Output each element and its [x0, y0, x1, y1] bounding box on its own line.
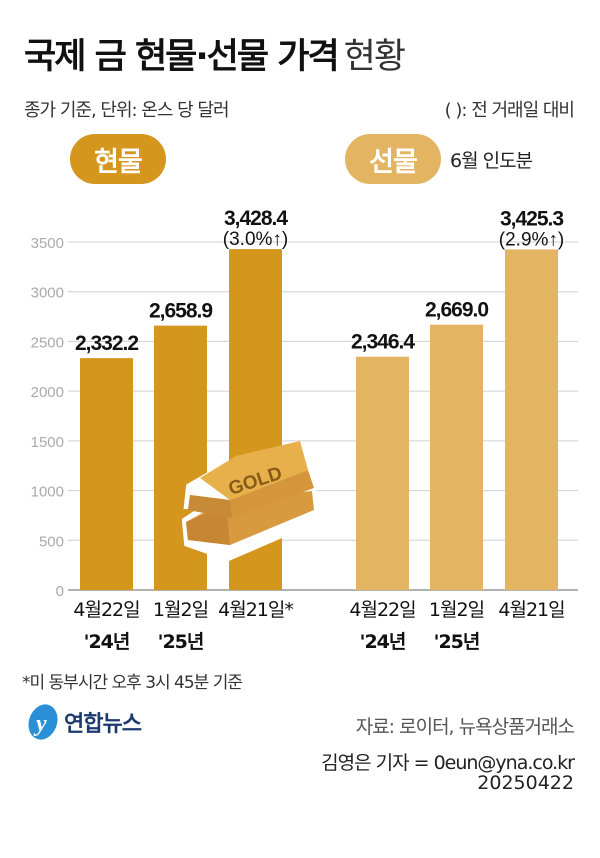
bar	[356, 356, 409, 590]
y-tick-label: 2500	[31, 334, 64, 351]
x-tick-year: '24년	[84, 631, 130, 653]
y-tick-label: 500	[39, 533, 64, 550]
yonhap-logo: y 연합뉴스	[26, 702, 142, 742]
title-light: 현황	[343, 37, 406, 77]
x-tick-year: '25년	[158, 631, 204, 653]
data-label: 3,428.4	[224, 207, 288, 230]
x-tick-label: 1월2일	[429, 599, 484, 621]
y-tick-label: 1500	[31, 434, 64, 451]
date: 20250422	[477, 772, 574, 794]
x-tick-label: 1월2일	[153, 599, 208, 621]
y-tick-label: 1000	[31, 484, 64, 501]
futures-group-label: 선물	[345, 134, 441, 184]
y-tick-label: 3000	[31, 285, 64, 302]
x-tick-year: '24년	[360, 631, 406, 653]
bar	[80, 358, 133, 590]
bar	[430, 324, 483, 590]
change-label: (3.0%↑)	[223, 229, 288, 250]
logo-text: 연합뉴스	[64, 712, 142, 737]
y-tick-label: 0	[56, 583, 64, 600]
credit: 김영은 기자 = 0eun@yna.co.kr	[321, 752, 575, 774]
subtitle: 종가 기준, 단위: 온스 당 달러	[24, 100, 230, 121]
y-tick-label: 2000	[31, 384, 64, 401]
x-tick-label: 4월22일	[349, 599, 415, 621]
data-label: 3,425.3	[500, 207, 563, 230]
spot-group-label: 현물	[70, 134, 166, 184]
svg-text:y: y	[33, 711, 47, 737]
change-label: (2.9%↑)	[499, 229, 564, 250]
source: 자료: 로이터, 뉴욕상품거래소	[355, 716, 575, 738]
title-bold: 국제 금 현물·선물 가격	[24, 37, 340, 77]
data-label: 2,332.2	[75, 332, 138, 355]
y-tick-label: 3500	[31, 235, 64, 252]
x-tick-year: '25년	[434, 631, 480, 653]
bar-chart: 0 500 1000 1500 2000 2500 3000 3500 2,332.2 4월22일…	[31, 207, 578, 653]
x-tick-label: 4월21일	[498, 599, 564, 621]
data-label: 2,658.9	[149, 300, 212, 323]
page-title: 국제 금 현물·선물 가격 현황	[24, 28, 406, 79]
x-tick-label: 4월21일*	[218, 599, 293, 621]
gold-bar-illustration	[181, 441, 319, 562]
data-label: 2,346.4	[351, 331, 415, 354]
data-label: 2,669.0	[425, 299, 488, 322]
bar	[505, 249, 558, 590]
futures-note: 6월 인도분	[450, 150, 533, 172]
paren-note: ( ): 전 거래일 대비	[444, 100, 575, 121]
yonhap-logo-icon: y	[28, 704, 58, 740]
x-tick-label: 4월22일	[73, 599, 139, 621]
footnote: *미 동부시간 오후 3시 45분 기준	[22, 673, 243, 693]
